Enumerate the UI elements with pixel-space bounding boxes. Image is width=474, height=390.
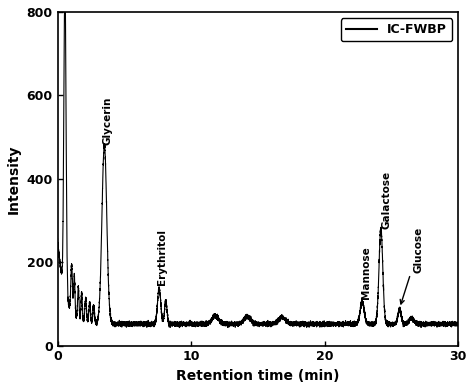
Text: Glucose: Glucose xyxy=(400,226,423,304)
Text: Mannose: Mannose xyxy=(361,246,371,299)
Y-axis label: Intensity: Intensity xyxy=(7,144,21,214)
Text: Galactose: Galactose xyxy=(381,171,391,229)
Text: Glycerin: Glycerin xyxy=(102,97,112,145)
Legend: IC-FWBP: IC-FWBP xyxy=(341,18,452,41)
X-axis label: Retention time (min): Retention time (min) xyxy=(176,369,340,383)
Text: Erythritol: Erythritol xyxy=(157,229,167,285)
